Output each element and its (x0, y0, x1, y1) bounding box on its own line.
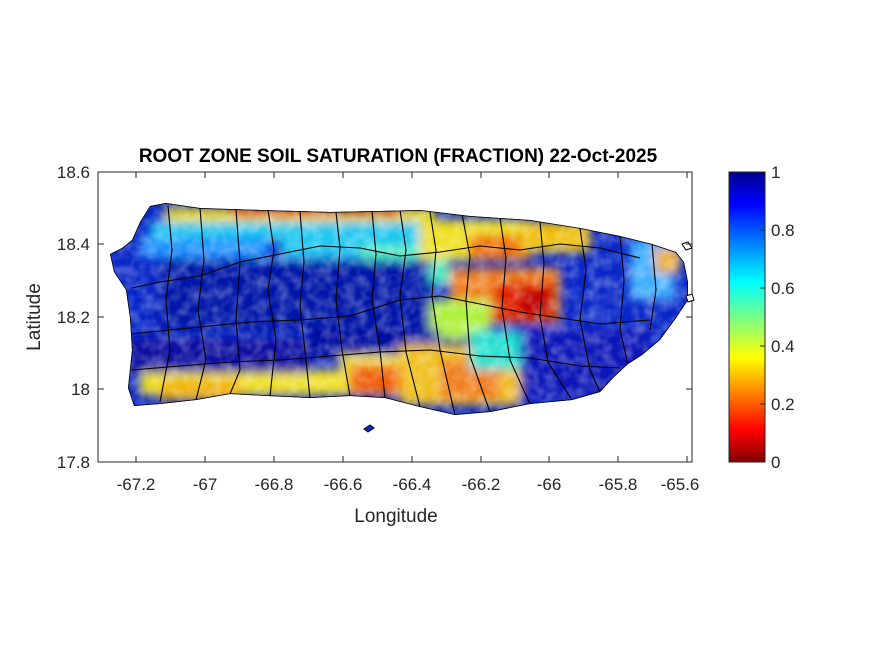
y-tick-label: 18.6 (57, 163, 90, 182)
chart-title: ROOT ZONE SOIL SATURATION (FRACTION) 22-… (139, 146, 658, 167)
x-tick-label: -66.6 (324, 475, 363, 494)
y-tick-label: 18.4 (57, 235, 90, 254)
colorbar: 0 0.2 0.4 0.6 0.8 1 (728, 163, 795, 472)
caja-de-muertos-island (363, 424, 375, 433)
municipality-borders (129, 205, 657, 415)
y-tick-label: 18 (71, 380, 90, 399)
x-tick-label: -66.4 (393, 475, 432, 494)
x-tick-label: -67 (193, 475, 218, 494)
x-tick-label: -65.6 (661, 475, 700, 494)
y-tick-label: 18.2 (57, 308, 90, 327)
x-tick-label: -66 (537, 475, 562, 494)
x-tick-label: -65.8 (599, 475, 638, 494)
x-axis-label: Longitude (354, 506, 437, 527)
colorbar-tick-label: 0.4 (771, 337, 795, 356)
x-tick-label: -67.2 (117, 475, 156, 494)
y-axis-label: Latitude (24, 283, 45, 351)
x-tick-label: -66.8 (255, 475, 294, 494)
y-axis: 18.6 18.4 18.2 18 17.8 Latitude (24, 163, 692, 472)
x-axis: -67.2 -67 -66.8 -66.6 -66.4 -66.2 -66 -6… (117, 172, 700, 527)
colorbar-tick-label: 0 (771, 453, 780, 472)
colorbar-gradient (728, 171, 766, 463)
colorbar-tick-label: 1 (771, 163, 780, 182)
x-tick-label: -66.2 (462, 475, 501, 494)
colorbar-tick-label: 0.2 (771, 395, 795, 414)
y-tick-label: 17.8 (57, 453, 90, 472)
saturation-field (110, 203, 688, 415)
colorbar-tick-label: 0.8 (771, 221, 795, 240)
culebra-island (681, 241, 693, 251)
colorbar-tick-label: 0.6 (771, 279, 795, 298)
vieques-island (685, 293, 695, 303)
